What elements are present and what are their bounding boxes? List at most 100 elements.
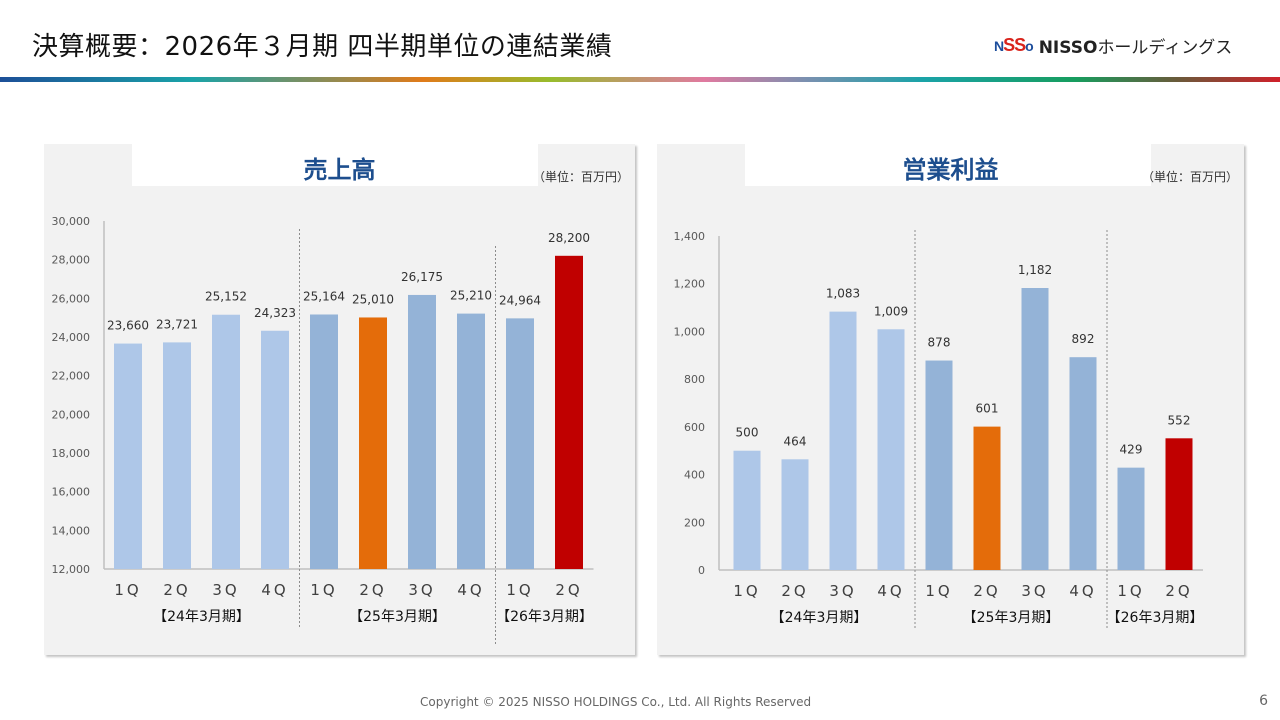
bar [261,330,289,569]
company-logo: NSSo NISSOホールディングス [994,33,1232,58]
x-tick-label: 1Q [310,581,337,599]
y-tick-label: 18,000 [52,447,91,460]
operating-profit-chart-panel: 営業利益 （単位：百万円） 0 200 400 600 800 1,000 1,200 1,4… [657,142,1244,655]
period-group-label: 【25年3月期】 [349,609,446,625]
operating-profit-bar-chart: 0 200 400 600 800 1,000 1,200 1,400 500 1Q 464 2Q 1,… [674,230,1204,629]
x-tick-label: 3Q [1021,582,1048,600]
y-tick-label: 0 [698,564,705,577]
chart-title: 売上高 [303,156,376,184]
chart-title: 営業利益 [902,156,999,184]
data-label: 1,083 [826,287,860,301]
data-label: 601 [976,402,999,416]
data-label: 878 [928,336,951,350]
x-tick-label: 3Q [408,581,435,599]
data-label: 23,721 [156,317,198,331]
chart-title-tab [745,142,1151,186]
bar [555,255,583,570]
data-label: 429 [1120,443,1143,457]
x-tick-label: 2Q [163,581,190,599]
y-tick-label: 28,000 [52,254,91,267]
bar [310,314,338,569]
data-label: 26,175 [401,270,443,284]
unit-label: （単位：百万円） [1141,170,1238,184]
x-tick-label: 1Q [925,582,952,600]
x-tick-label: 4Q [261,581,288,599]
data-label: 464 [784,434,807,448]
logo-text: NISSOホールディングス [1038,38,1233,58]
y-tick-label: 400 [684,469,705,482]
y-tick-label: 1,000 [674,325,706,338]
y-tick-label: 22,000 [52,370,91,383]
period-group-label: 【24年3月期】 [771,610,868,626]
x-tick-label: 2Q [1165,582,1192,600]
bar [212,314,240,569]
chart-title-tab [132,142,538,186]
x-tick-label: 1Q [1117,582,1144,600]
data-label: 25,210 [450,289,492,303]
bar [973,426,1001,570]
x-tick-label: 4Q [457,581,484,599]
data-label: 25,010 [352,292,394,306]
page-title: 決算概要：2026年３月期 四半期単位の連結業績 [32,32,613,62]
y-tick-label: 16,000 [52,486,91,499]
y-tick-label: 30,000 [52,215,91,228]
copyright-text: Copyright © 2025 NISSO HOLDINGS Co., Ltd… [420,695,812,709]
x-tick-label: 2Q [555,581,582,599]
bar [506,318,534,569]
bar [781,459,809,570]
bar [829,311,857,570]
period-group-label: 【26年3月期】 [496,609,593,625]
nisso-logo-icon: NSSo [994,35,1034,55]
x-tick-label: 1Q [733,582,760,600]
x-tick-label: 1Q [114,581,141,599]
period-group-label: 【24年3月期】 [153,609,250,625]
y-tick-label: 20,000 [52,408,91,421]
period-group-label: 【26年3月期】 [1107,610,1204,626]
y-tick-label: 1,400 [674,230,706,243]
bar [1165,438,1193,570]
period-group-label: 【25年3月期】 [963,610,1060,626]
y-tick-label: 1,200 [674,278,706,291]
header-divider [0,77,1280,82]
y-tick-label: 24,000 [52,331,91,344]
y-tick-label: 14,000 [52,524,91,537]
data-label: 25,164 [303,289,345,303]
bar [1069,357,1097,570]
x-tick-label: 4Q [877,582,904,600]
x-tick-label: 2Q [781,582,808,600]
bar [925,360,953,570]
x-tick-label: 3Q [829,582,856,600]
data-label: 1,009 [874,304,908,318]
data-label: 500 [736,426,759,440]
x-tick-label: 3Q [212,581,239,599]
data-label: 28,200 [548,231,590,245]
x-tick-label: 2Q [359,581,386,599]
y-tick-label: 200 [684,516,705,529]
page-number: 6 [1259,693,1268,709]
data-label: 1,182 [1018,263,1052,277]
bar [114,343,142,569]
bar [408,294,436,569]
x-tick-label: 1Q [506,581,533,599]
y-tick-label: 26,000 [52,292,91,305]
x-tick-label: 2Q [973,582,1000,600]
bar [1117,467,1145,570]
y-tick-label: 800 [684,373,705,386]
bar [733,450,761,570]
data-label: 24,323 [254,306,296,320]
sales-bar-chart: 12,000 14,000 16,000 18,000 20,000 22,000 24,0… [52,215,594,646]
y-tick-label: 600 [684,421,705,434]
bar [457,313,485,569]
data-label: 24,964 [499,293,541,307]
sales-chart-panel: 売上高 （単位：百万円） 12,000 14,000 16,000 18,000 20,… [44,142,635,655]
data-label: 23,660 [107,319,149,333]
data-label: 892 [1072,332,1095,346]
data-label: 552 [1168,413,1191,427]
unit-label: （単位：百万円） [532,170,629,184]
bar [163,342,191,569]
y-tick-label: 12,000 [52,563,91,576]
x-tick-label: 4Q [1069,582,1096,600]
bar [359,317,387,569]
bar [1021,288,1049,570]
data-label: 25,152 [205,290,247,304]
